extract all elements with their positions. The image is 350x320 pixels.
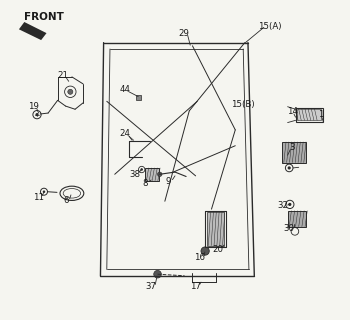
Bar	[282, 142, 306, 163]
Circle shape	[201, 247, 209, 255]
Text: 11: 11	[33, 193, 44, 202]
Bar	[207, 212, 224, 246]
Text: 14: 14	[287, 107, 298, 116]
Text: 3: 3	[289, 143, 295, 152]
Circle shape	[35, 113, 38, 116]
Text: 8: 8	[142, 179, 148, 188]
Polygon shape	[19, 22, 47, 40]
Text: 19: 19	[28, 102, 39, 111]
Text: 16: 16	[194, 253, 205, 262]
Circle shape	[158, 172, 162, 177]
Text: 15(A): 15(A)	[258, 22, 282, 31]
Text: 21: 21	[58, 71, 69, 80]
Text: 17: 17	[190, 282, 201, 291]
Text: 37: 37	[146, 282, 157, 291]
Bar	[145, 168, 159, 180]
Text: 6: 6	[64, 196, 69, 205]
Text: 20: 20	[212, 245, 223, 254]
Text: 29: 29	[178, 28, 189, 38]
Text: FRONT: FRONT	[24, 12, 64, 21]
Circle shape	[288, 166, 291, 170]
Circle shape	[154, 270, 161, 278]
Polygon shape	[297, 109, 321, 120]
Text: 1: 1	[318, 110, 324, 119]
Text: 9: 9	[166, 177, 172, 186]
Text: 24: 24	[119, 130, 131, 139]
Text: 15(B): 15(B)	[231, 100, 255, 109]
Bar	[136, 95, 141, 100]
Text: 32: 32	[277, 202, 288, 211]
Circle shape	[68, 89, 73, 94]
Circle shape	[43, 190, 45, 193]
Text: 30: 30	[284, 224, 295, 233]
Circle shape	[288, 203, 292, 206]
Bar	[288, 211, 306, 227]
Text: 44: 44	[119, 85, 131, 94]
Text: 38: 38	[130, 170, 141, 179]
Circle shape	[140, 168, 143, 171]
